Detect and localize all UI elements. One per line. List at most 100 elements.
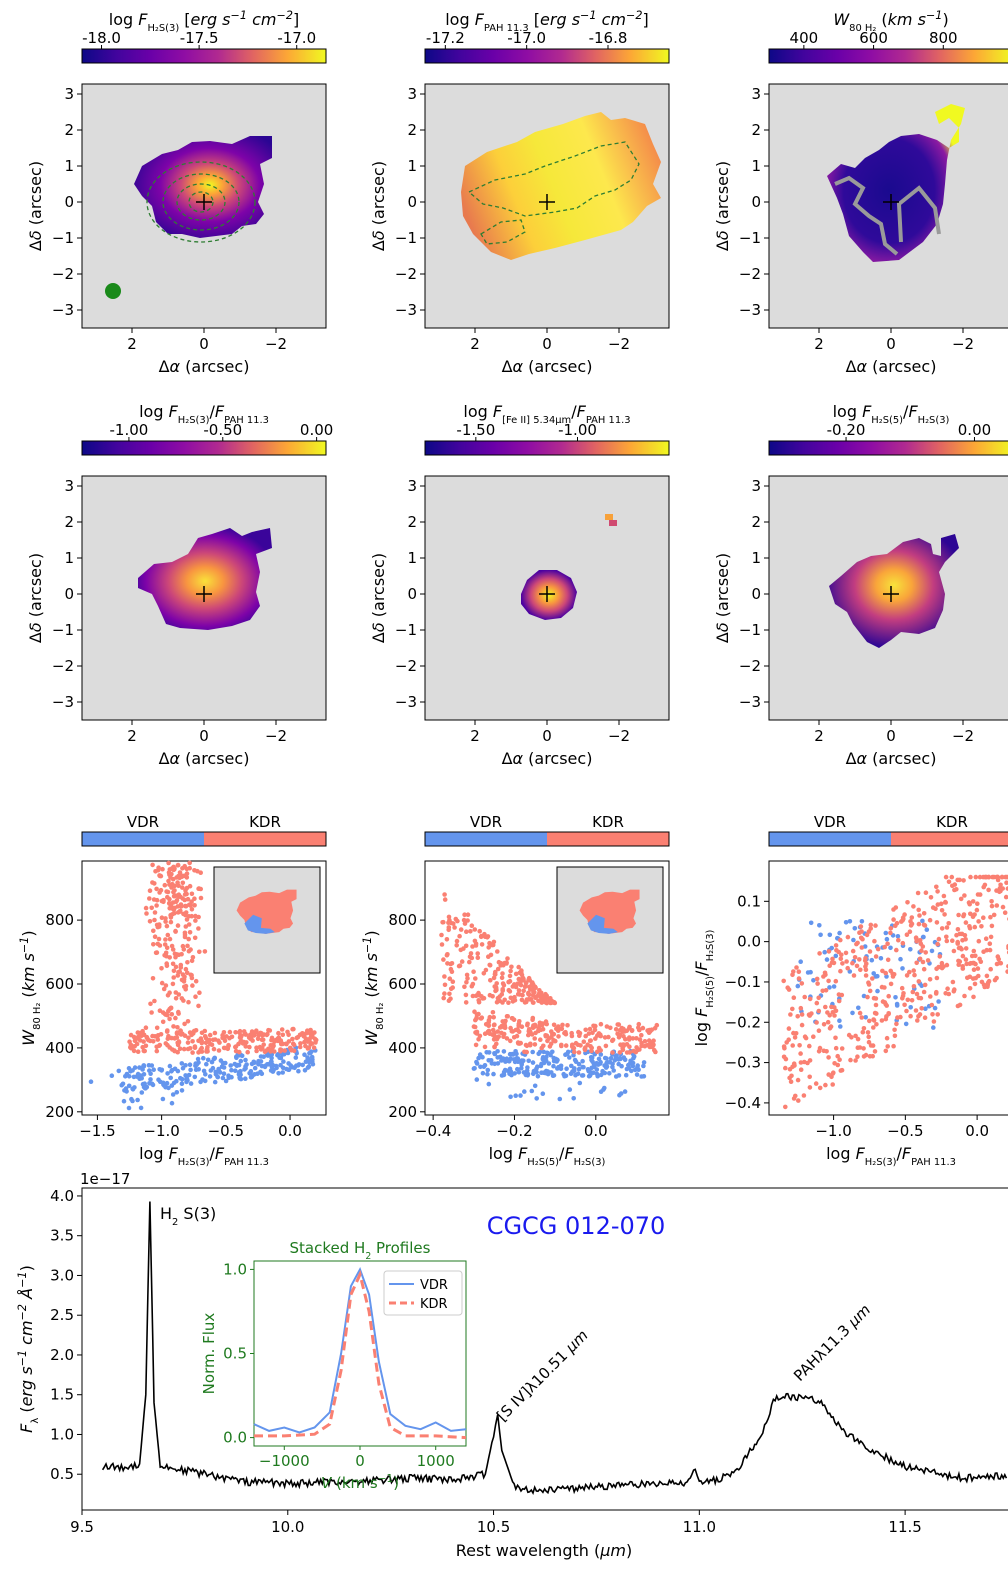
vdr-point: [511, 1057, 517, 1062]
vdr-point: [170, 1092, 176, 1097]
vdr-point: [221, 1071, 227, 1076]
kdr-point: [998, 888, 1003, 894]
kdr-point: [875, 946, 881, 952]
kdr-point: [454, 943, 460, 948]
kdr-point: [927, 917, 933, 923]
kdr-point: [520, 992, 525, 998]
kdr-point: [833, 1008, 839, 1014]
vdr-point: [251, 1059, 257, 1065]
kdr-point: [473, 976, 478, 981]
kdr-point: [553, 1038, 558, 1044]
kdr-point: [950, 883, 955, 889]
kdr-point: [538, 1037, 543, 1042]
kdr-point: [510, 999, 516, 1004]
vdr-point: [169, 1067, 175, 1073]
kdr-point: [991, 912, 997, 918]
kdr-point: [851, 973, 857, 978]
y-tick-label: −2: [52, 265, 74, 283]
kdr-point: [253, 1029, 259, 1035]
emission-region: [829, 534, 959, 648]
kdr-point: [202, 1034, 208, 1039]
kdr-point: [532, 1024, 538, 1029]
kdr-point: [500, 1024, 505, 1029]
kdr-point: [827, 1026, 833, 1031]
kdr-point: [504, 1036, 510, 1041]
kdr-point: [175, 880, 180, 885]
vdr-point: [285, 1050, 291, 1056]
kdr-point: [850, 948, 856, 954]
kdr-point: [981, 915, 986, 920]
kdr-point: [543, 1033, 548, 1038]
kdr-point: [946, 879, 952, 885]
kdr-point: [173, 964, 179, 970]
vdr-point: [580, 1073, 586, 1078]
kdr-point: [512, 994, 517, 1000]
scatter-points: [781, 874, 1008, 1110]
kdr-point: [913, 935, 919, 940]
kdr-point: [894, 1021, 899, 1027]
x-tick-label: 2: [814, 335, 824, 353]
x-tick-label: 9.5: [70, 1518, 94, 1536]
kdr-point: [469, 983, 475, 989]
kdr-point: [154, 1048, 160, 1054]
vdr-point: [188, 1067, 193, 1073]
kdr-point: [159, 915, 165, 920]
kdr-point: [510, 1016, 515, 1021]
kdr-point: [965, 975, 970, 981]
vdr-point: [616, 1061, 621, 1067]
vdr-point: [248, 1075, 254, 1080]
vdr-point: [532, 1083, 538, 1089]
kdr-point: [158, 873, 164, 879]
emission-region: [134, 136, 272, 238]
kdr-point: [884, 1035, 890, 1041]
kdr-point: [871, 1017, 876, 1022]
kdr-point: [495, 966, 501, 972]
kdr-point: [474, 1031, 480, 1036]
kdr-point: [843, 950, 849, 956]
kdr-point: [917, 1012, 923, 1017]
vdr-point: [148, 1077, 153, 1082]
y-tick-label: 0: [407, 193, 417, 211]
vdr-point: [591, 1070, 596, 1075]
kdr-point: [309, 1041, 315, 1046]
kdr-point: [171, 893, 177, 899]
legend-vdr-bar: [769, 832, 891, 846]
kdr-point: [500, 981, 506, 986]
kdr-point: [186, 922, 192, 927]
kdr-point: [135, 1034, 141, 1040]
kdr-point: [792, 1035, 798, 1040]
kdr-point: [954, 887, 959, 892]
kdr-point: [458, 927, 464, 932]
kdr-point: [472, 1024, 478, 1030]
kdr-point: [976, 938, 982, 944]
kdr-point: [163, 919, 168, 924]
kdr-point: [516, 988, 522, 993]
kdr-point: [191, 1028, 197, 1034]
kdr-point: [885, 1044, 890, 1049]
vdr-point: [507, 1059, 512, 1064]
kdr-point: [798, 1067, 804, 1072]
vdr-point: [144, 1084, 150, 1090]
kdr-point: [606, 1034, 611, 1040]
x-axis-label: Δα (arcsec): [846, 357, 937, 376]
vdr-point: [530, 1049, 535, 1055]
kdr-point: [441, 957, 446, 962]
kdr-point: [141, 1032, 147, 1038]
kdr-point: [447, 991, 452, 997]
kdr-point: [189, 975, 195, 981]
vdr-point: [309, 1054, 315, 1060]
kdr-point: [530, 1017, 535, 1023]
vdr-point: [908, 1005, 913, 1010]
scatter-panel-1: VDR KDR −1.5 −1.0 −0.5 0.0 200 400 600 800 log FH₂…: [18, 813, 327, 1168]
y-tick-label: −1: [395, 229, 417, 247]
kdr-point: [176, 1040, 182, 1045]
kdr-point: [788, 1012, 793, 1017]
legend-vdr-bar: [82, 832, 204, 846]
kdr-point: [823, 988, 829, 993]
kdr-point: [159, 980, 165, 986]
kdr-point: [972, 981, 978, 987]
kdr-point: [645, 1028, 650, 1033]
kdr-point: [516, 1023, 521, 1028]
kdr-point: [160, 866, 165, 872]
y-tick-label: −3: [739, 693, 761, 711]
